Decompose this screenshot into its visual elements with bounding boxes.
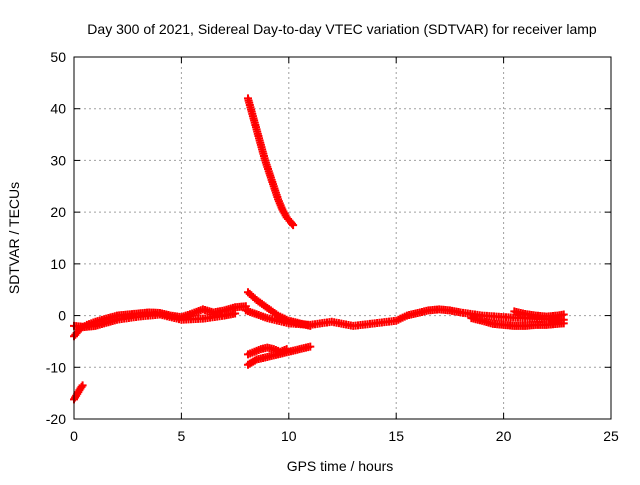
plot-frame bbox=[73, 56, 612, 420]
series-baseline bbox=[70, 302, 250, 341]
chart-title: Day 300 of 2021, Sidereal Day-to-day VTE… bbox=[87, 21, 597, 37]
x-tick-label: 20 bbox=[496, 428, 512, 444]
x-tick-label: 25 bbox=[603, 428, 619, 444]
x-tick-label: 0 bbox=[70, 428, 78, 444]
data-point bbox=[282, 345, 291, 354]
y-tick-label: 50 bbox=[50, 49, 66, 65]
series-negative-branch-b bbox=[243, 343, 291, 359]
data-point bbox=[559, 310, 568, 319]
tick-layer: 0 5 10 15 20 25 -20 -10 0 10 20 30 40 50 bbox=[46, 49, 619, 444]
series-baseline-lower bbox=[70, 309, 240, 331]
grid-layer bbox=[74, 57, 611, 419]
x-axis-label: GPS time / hours bbox=[287, 458, 394, 474]
y-axis-label: SDTVAR / TECUs bbox=[6, 182, 22, 294]
y-tick-label: 0 bbox=[58, 308, 66, 324]
series-layer bbox=[70, 94, 568, 404]
y-tick-label: 10 bbox=[50, 256, 66, 272]
series-late-upper bbox=[510, 307, 568, 321]
y-tick-label: 20 bbox=[50, 204, 66, 220]
x-tick-label: 10 bbox=[281, 428, 297, 444]
series-early-negative bbox=[70, 381, 87, 404]
data-point bbox=[306, 342, 315, 351]
data-point bbox=[559, 319, 568, 328]
series-late-lower bbox=[467, 314, 568, 330]
data-point bbox=[77, 382, 86, 391]
series-negative-branch-a bbox=[243, 342, 315, 369]
data-point bbox=[289, 221, 298, 230]
data-point bbox=[231, 309, 240, 318]
data-point bbox=[288, 219, 297, 228]
y-tick-label: -10 bbox=[46, 359, 66, 375]
x-tick-label: 15 bbox=[388, 428, 404, 444]
y-tick-label: -20 bbox=[46, 411, 66, 427]
data-point bbox=[78, 381, 87, 390]
series-high-descending bbox=[243, 94, 298, 230]
x-tick-label: 5 bbox=[178, 428, 186, 444]
y-tick-label: 30 bbox=[50, 152, 66, 168]
y-tick-label: 40 bbox=[50, 101, 66, 117]
